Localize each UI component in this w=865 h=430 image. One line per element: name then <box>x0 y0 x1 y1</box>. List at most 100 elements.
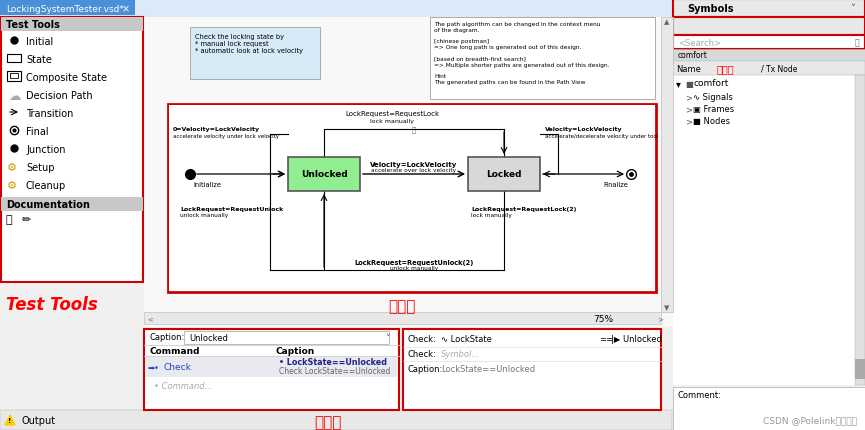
Text: Symbol...: Symbol... <box>441 350 480 359</box>
Text: Setup: Setup <box>26 163 54 172</box>
Text: Check:: Check: <box>408 350 437 359</box>
Text: >: > <box>685 105 692 114</box>
Text: Caption:: Caption: <box>408 365 443 374</box>
Text: unlock manually: unlock manually <box>390 266 439 271</box>
Text: Composite State: Composite State <box>26 73 107 83</box>
FancyBboxPatch shape <box>673 18 865 36</box>
Text: • Command...: • Command... <box>154 381 213 390</box>
Text: Decision Path: Decision Path <box>26 91 93 101</box>
Text: Comment:: Comment: <box>677 390 721 399</box>
FancyBboxPatch shape <box>145 357 398 377</box>
Text: Check: Check <box>164 362 192 372</box>
FancyBboxPatch shape <box>288 158 360 191</box>
Text: ˅: ˅ <box>850 4 855 14</box>
Text: ➡•: ➡• <box>148 362 160 372</box>
Text: State: State <box>26 55 52 65</box>
Text: LockRequest=RequestLock(2): LockRequest=RequestLock(2) <box>471 207 576 212</box>
Text: LockingSystemTester.vsd*: LockingSystemTester.vsd* <box>6 4 124 13</box>
Text: ✏: ✏ <box>22 215 31 224</box>
Text: CSDN @Polelink北汇信息: CSDN @Polelink北汇信息 <box>763 415 857 424</box>
Polygon shape <box>5 415 15 425</box>
Text: ∿ LockState: ∿ LockState <box>441 335 492 344</box>
FancyBboxPatch shape <box>673 62 865 76</box>
Text: ==: == <box>599 335 613 344</box>
Text: Velocity=LockVelocity: Velocity=LockVelocity <box>545 127 623 132</box>
FancyBboxPatch shape <box>661 18 673 312</box>
Text: ☁: ☁ <box>8 89 21 102</box>
Text: >: > <box>685 117 692 126</box>
Text: 0=Velocity=LockVelocity: 0=Velocity=LockVelocity <box>173 127 260 132</box>
Text: Cleanup: Cleanup <box>26 181 67 190</box>
FancyBboxPatch shape <box>190 28 320 80</box>
Text: LockRequest=RequestUnlock(2): LockRequest=RequestUnlock(2) <box>355 259 474 265</box>
FancyBboxPatch shape <box>430 18 655 100</box>
Text: Tx Node: Tx Node <box>766 64 798 74</box>
Text: 📄: 📄 <box>6 215 13 224</box>
FancyBboxPatch shape <box>144 312 661 324</box>
FancyBboxPatch shape <box>0 0 865 18</box>
Text: Documentation: Documentation <box>6 200 90 209</box>
FancyBboxPatch shape <box>1 18 143 283</box>
Text: Test Tools: Test Tools <box>6 295 98 313</box>
FancyBboxPatch shape <box>403 329 661 410</box>
Text: Junction: Junction <box>26 144 66 155</box>
Text: ˅: ˅ <box>385 333 390 343</box>
Text: Velocity=LockVelocity: Velocity=LockVelocity <box>370 162 458 168</box>
Text: ⚙: ⚙ <box>7 181 17 190</box>
FancyBboxPatch shape <box>468 158 540 191</box>
FancyBboxPatch shape <box>1 197 143 212</box>
Text: Unlocked: Unlocked <box>189 334 227 343</box>
FancyBboxPatch shape <box>1 18 143 32</box>
Text: ▼: ▼ <box>664 304 670 310</box>
Text: >: > <box>685 93 692 102</box>
Text: 75%: 75% <box>593 315 613 324</box>
FancyBboxPatch shape <box>0 410 672 430</box>
Text: unlock manually: unlock manually <box>180 213 228 218</box>
Text: Final: Final <box>26 127 48 137</box>
Text: LockRequest=RequestLock: LockRequest=RequestLock <box>345 111 439 117</box>
Text: !: ! <box>9 417 11 423</box>
Text: Unlocked: Unlocked <box>301 170 348 179</box>
Text: accelerate/decelerate velocity under tool: accelerate/decelerate velocity under too… <box>545 134 658 139</box>
Text: ▣ Frames: ▣ Frames <box>693 105 734 114</box>
Text: accelerate velocity under lock velocity: accelerate velocity under lock velocity <box>173 134 279 139</box>
Text: LockState==Unlocked: LockState==Unlocked <box>441 365 535 374</box>
FancyBboxPatch shape <box>855 76 865 385</box>
FancyBboxPatch shape <box>855 359 865 379</box>
FancyBboxPatch shape <box>184 331 389 344</box>
Text: lock manually: lock manually <box>471 213 512 218</box>
Text: accelerate over lock velocity: accelerate over lock velocity <box>371 168 457 173</box>
Text: Finalize: Finalize <box>603 181 628 187</box>
Text: 输入区: 输入区 <box>314 415 342 430</box>
FancyBboxPatch shape <box>0 0 135 16</box>
Text: <Search>: <Search> <box>678 38 721 47</box>
FancyBboxPatch shape <box>169 106 655 291</box>
Text: 编辑区: 编辑区 <box>388 299 416 314</box>
FancyBboxPatch shape <box>673 0 865 18</box>
Text: ■: ■ <box>685 79 693 88</box>
Text: Caption:: Caption: <box>149 333 184 342</box>
Text: ▾: ▾ <box>676 79 681 89</box>
Text: The path algorithm can be changed in the context menu
of the diagram.

[chinese : The path algorithm can be changed in the… <box>434 22 609 85</box>
FancyBboxPatch shape <box>144 18 673 327</box>
Text: Check LockState==Unlocked: Check LockState==Unlocked <box>279 367 390 376</box>
Text: <: < <box>147 315 153 321</box>
FancyBboxPatch shape <box>168 105 656 292</box>
Text: Initialize: Initialize <box>193 181 221 187</box>
Text: /: / <box>761 64 764 74</box>
Text: 数据库: 数据库 <box>717 64 734 74</box>
Text: Initial: Initial <box>26 37 54 47</box>
Text: LockRequest=RequestUnlock: LockRequest=RequestUnlock <box>180 207 283 212</box>
FancyBboxPatch shape <box>673 50 865 62</box>
Text: 🔒: 🔒 <box>412 126 416 133</box>
Text: Output: Output <box>22 415 56 425</box>
Text: Check the locking state by
* manual lock request
* automatic look at lock veloci: Check the locking state by * manual lock… <box>195 34 303 54</box>
Text: Caption: Caption <box>276 347 315 356</box>
Text: ■ Nodes: ■ Nodes <box>693 117 730 126</box>
Text: lock manually: lock manually <box>370 119 414 124</box>
Text: comfort: comfort <box>693 79 728 88</box>
Text: ▲: ▲ <box>664 19 670 25</box>
Text: Transition: Transition <box>26 109 74 119</box>
FancyBboxPatch shape <box>144 329 399 410</box>
Text: ∿ Signals: ∿ Signals <box>693 93 733 102</box>
